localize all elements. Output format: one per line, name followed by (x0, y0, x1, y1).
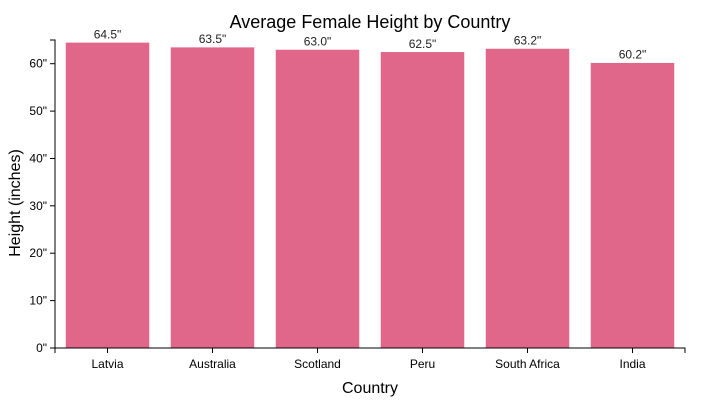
bar-scotland (275, 49, 360, 349)
x-tick-label: Australia (189, 357, 236, 371)
x-tick-label: Scotland (294, 357, 341, 371)
y-tick-label: 0" (36, 341, 47, 355)
y-tick-label: 50" (29, 104, 47, 118)
bar-australia (170, 46, 255, 349)
y-axis-line (50, 39, 56, 349)
y-tick-label: 30" (29, 199, 47, 213)
x-tick-label: Peru (410, 357, 435, 371)
x-axis-label: Country (342, 380, 398, 397)
data-label: 64.5" (94, 27, 122, 41)
x-tick-label: India (619, 357, 645, 371)
bar-india (590, 62, 675, 349)
y-tick-label: 20" (29, 246, 47, 260)
data-label: 63.5" (199, 32, 227, 46)
chart-title: Average Female Height by Country (230, 12, 511, 32)
y-tick-label: 60" (29, 57, 47, 71)
y-tick-label: 40" (29, 152, 47, 166)
bar-latvia (65, 42, 150, 349)
x-axis-line (54, 347, 686, 353)
x-tick-label: Latvia (91, 357, 123, 371)
y-axis: 0" 10" 20" 30" 40" 50" 60" (29, 39, 56, 355)
data-label: 62.5" (409, 37, 437, 51)
y-tick-label: 10" (29, 294, 47, 308)
data-label: 60.2" (619, 48, 647, 62)
bar-south-africa (485, 48, 570, 349)
x-tick-label: South Africa (495, 357, 560, 371)
data-label: 63.2" (514, 34, 542, 48)
y-axis-label: Height (inches) (7, 149, 24, 257)
data-label: 63.0" (304, 35, 332, 49)
bar-peru (380, 51, 465, 349)
data-labels-group: 64.5" 63.5" 63.0" 62.5" 63.2" 60.2" (94, 27, 647, 61)
x-axis: Latvia Australia Scotland Peru South Africa I… (54, 347, 686, 371)
bars-group (65, 42, 675, 349)
